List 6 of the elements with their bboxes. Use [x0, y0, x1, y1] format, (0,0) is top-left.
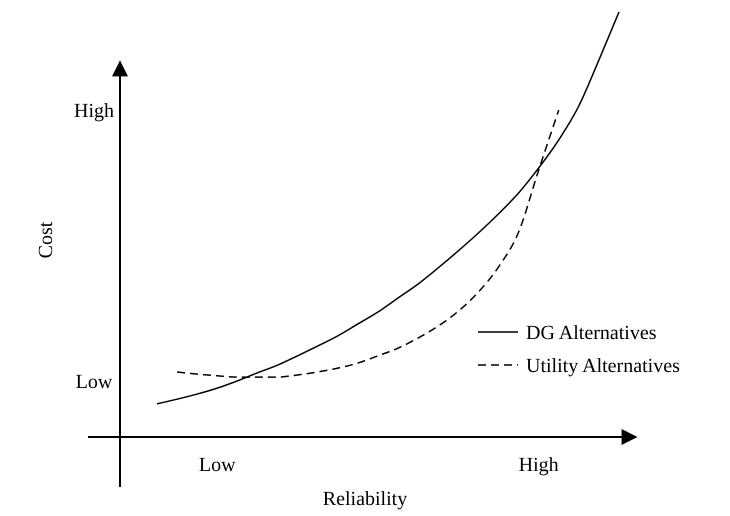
text: High [74, 100, 114, 122]
legend-label: DG Alternatives [526, 322, 657, 344]
text: Low [76, 371, 113, 393]
x-axis-title: Reliability [322, 488, 408, 510]
y-axis-title: Cost [35, 221, 57, 258]
legend-label: Utility Alternatives [526, 355, 680, 377]
